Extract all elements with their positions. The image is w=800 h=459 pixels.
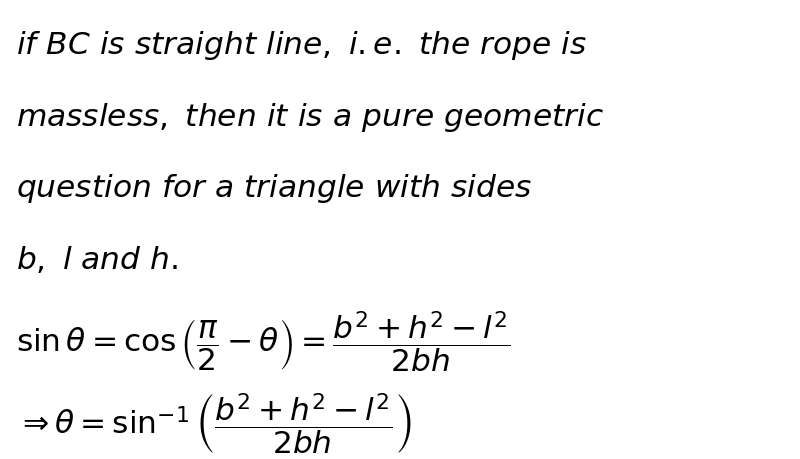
- Text: $\it{question\ for\ a\ triangle\ with\ sides}$: $\it{question\ for\ a\ triangle\ with\ s…: [16, 172, 532, 205]
- Text: $\Rightarrow\theta=\sin^{-1}\left(\dfrac{b^2+h^2-l^2}{2bh}\right)$: $\Rightarrow\theta=\sin^{-1}\left(\dfrac…: [16, 392, 411, 456]
- Text: $\it{b,\ l\ and\ h.}$: $\it{b,\ l\ and\ h.}$: [16, 244, 178, 275]
- Text: $\sin\theta = \cos\left(\dfrac{\pi}{2}-\theta\right)=\dfrac{b^2+h^2-l^2}{2bh}$: $\sin\theta = \cos\left(\dfrac{\pi}{2}-\…: [16, 309, 510, 375]
- Text: $\it{massless,\ then\ it\ is\ a\ pure\ geometric}$: $\it{massless,\ then\ it\ is\ a\ pure\ g…: [16, 101, 604, 133]
- Text: $\it{if\ BC\ is\ straight\ line,\ i.e.\ the\ rope\ is}$: $\it{if\ BC\ is\ straight\ line,\ i.e.\ …: [16, 28, 587, 62]
